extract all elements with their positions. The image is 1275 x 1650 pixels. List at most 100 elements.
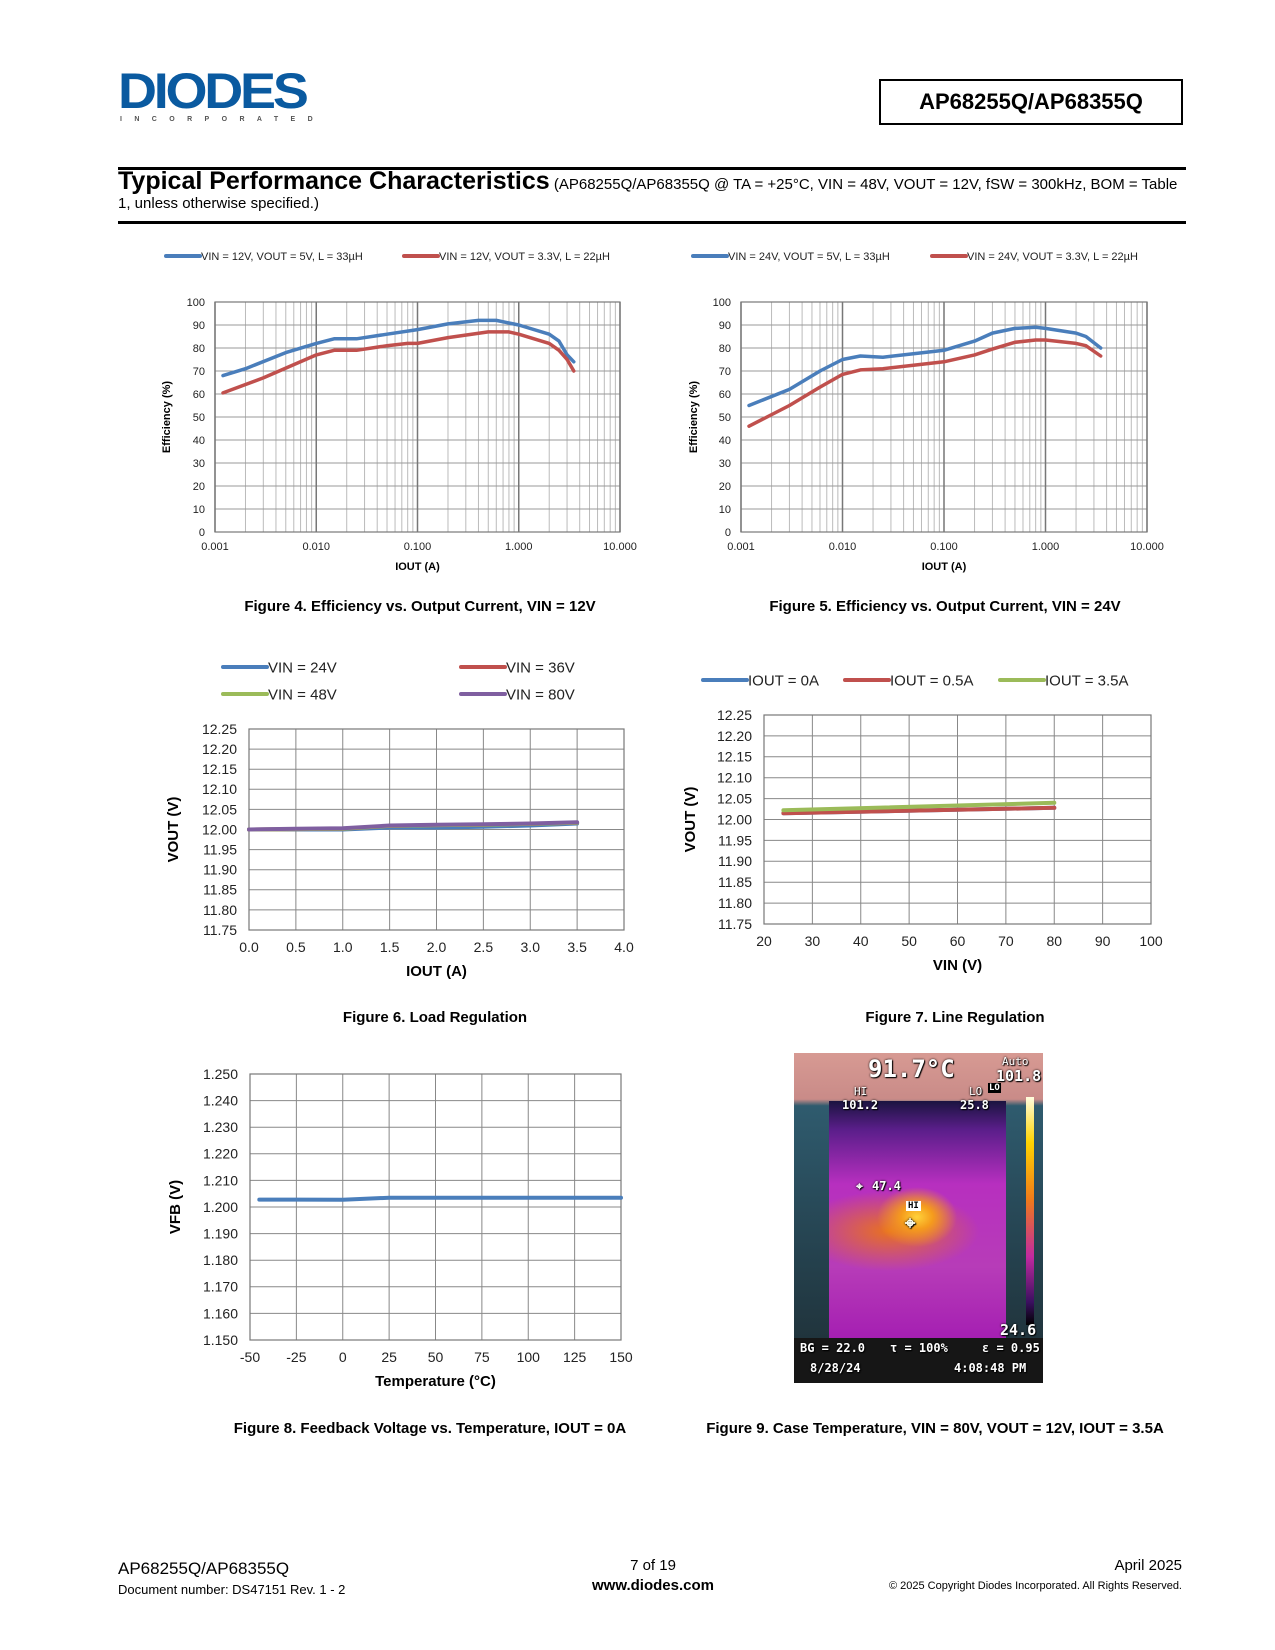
y-tick-label: 12.10 <box>202 781 237 797</box>
y-tick-label: 40 <box>193 435 205 447</box>
x-tick-label: 0.010 <box>302 541 330 553</box>
x-tick-label: 50 <box>428 1349 444 1365</box>
y-tick-label: 11.80 <box>718 895 752 911</box>
y-tick-label: 12.15 <box>717 749 752 765</box>
x-tick-label: -50 <box>240 1349 260 1365</box>
plot-area <box>249 1073 622 1341</box>
y-tick-label: 1.160 <box>203 1305 238 1321</box>
legend-label: VIN = 48V <box>268 686 337 703</box>
logo-subtext: INCORPORATED <box>120 116 326 123</box>
x-tick-label: 100 <box>1139 933 1163 949</box>
y-tick-label: 80 <box>719 343 731 355</box>
x-tick-label: 1.5 <box>380 939 400 955</box>
x-tick-label: 1.0 <box>333 939 353 955</box>
x-tick-label: 100 <box>517 1349 541 1365</box>
x-tick-label: 10.000 <box>1130 541 1164 553</box>
x-tick-label: 1.000 <box>1032 541 1060 553</box>
footer-copyright: © 2025 Copyright Diodes Incorporated. Al… <box>888 1580 1182 1592</box>
figure-8-caption: Figure 8. Feedback Voltage vs. Temperatu… <box>233 1420 627 1437</box>
spot-value: 47.4 <box>872 1179 901 1193</box>
series-line-2 <box>781 805 1057 816</box>
footer-doc-number: Document number: DS47151 Rev. 1 - 2 <box>118 1582 346 1597</box>
y-tick-label: 1.200 <box>203 1199 238 1215</box>
y-tick-label: 1.220 <box>203 1146 238 1162</box>
x-tick-label: 0.001 <box>727 541 755 553</box>
y-tick-label: 20 <box>719 481 731 493</box>
x-axis-title: IOUT (A) <box>922 561 967 573</box>
y-tick-label: 70 <box>193 366 205 378</box>
y-tick-label: 12.25 <box>202 721 237 737</box>
x-tick-label: 80 <box>1046 933 1062 949</box>
y-tick-label: 11.85 <box>718 874 752 890</box>
figure-4-caption: Figure 4. Efficiency vs. Output Current,… <box>244 598 596 615</box>
figure-6-caption: Figure 6. Load Regulation <box>342 1009 528 1026</box>
spot-marker-icon: ⌖ <box>856 1179 863 1193</box>
y-tick-label: 11.95 <box>718 832 752 848</box>
y-axis-title: VFB (V) <box>167 1180 184 1234</box>
thermal-scene <box>829 1101 1006 1338</box>
series-line-1 <box>747 325 1103 408</box>
y-tick-label: 11.90 <box>718 853 752 869</box>
x-axis-title: Temperature (°C) <box>375 1373 496 1390</box>
section-title: Typical Performance Characteristics <box>118 167 550 195</box>
x-tick-label: 4.0 <box>614 939 634 955</box>
x-tick-label: 3.5 <box>567 939 587 955</box>
y-tick-label: 12.05 <box>717 791 752 807</box>
divider <box>118 221 1186 224</box>
x-tick-label: 125 <box>563 1349 587 1365</box>
color-scale-bar <box>1026 1097 1034 1325</box>
y-tick-label: 40 <box>719 435 731 447</box>
x-tick-label: 40 <box>853 933 869 949</box>
logo-wordmark: DIODES <box>118 63 309 119</box>
footer-website[interactable]: www.diodes.com <box>592 1577 714 1594</box>
part-number-box: AP68255Q/AP68355Q <box>879 79 1183 125</box>
fig5-chart: 0 10 20 30 40 50 60 70 80 90 100 0.001 0.010 0.100 1.0… <box>688 251 1164 573</box>
fig7-chart: 11.75 11.80 11.85 11.90 11.95 12.00 12.05 12.10… <box>682 672 1163 974</box>
capture-time: 4:08:48 PM <box>954 1361 1027 1375</box>
y-tick-label: 70 <box>719 366 731 378</box>
y-tick-label: 1.190 <box>203 1226 238 1242</box>
fig4-chart: 0 10 20 30 40 50 60 70 80 90 100 0.001 0.010 0.100 1.0… <box>161 251 637 573</box>
y-tick-label: 11.85 <box>203 882 237 898</box>
transmission: τ = 100% <box>890 1341 948 1355</box>
emissivity: ε = 0.95 <box>982 1341 1040 1355</box>
y-axis-title: Efficiency (%) <box>688 381 700 453</box>
y-axis-title: VOUT (V) <box>165 797 182 863</box>
x-tick-label: 60 <box>950 933 966 949</box>
hi-marker: HI <box>906 1201 921 1211</box>
plot-area <box>763 714 1152 925</box>
legend-label: VIN = 24V, VOUT = 3.3V, L = 22µH <box>967 251 1138 263</box>
x-axis-title: VIN (V) <box>933 957 982 974</box>
legend-label: VIN = 80V <box>506 686 575 703</box>
y-tick-label: 12.05 <box>202 801 237 817</box>
x-axis-title: IOUT (A) <box>406 963 467 980</box>
legend-label: VIN = 24V, VOUT = 5V, L = 33µH <box>728 251 890 263</box>
y-tick-label: 90 <box>719 320 731 332</box>
y-tick-label: 0 <box>725 527 731 539</box>
scale-max: 101.8 <box>996 1067 1042 1085</box>
x-tick-label: 10.000 <box>603 541 637 553</box>
series-line-3 <box>781 800 1057 813</box>
x-tick-label: 75 <box>474 1349 490 1365</box>
y-tick-label: 10 <box>719 504 731 516</box>
x-axis-title: IOUT (A) <box>395 561 440 573</box>
footer-date: April 2025 <box>1114 1557 1182 1574</box>
legend-label: VIN = 12V, VOUT = 3.3V, L = 22µH <box>439 251 610 263</box>
x-tick-label: 20 <box>756 933 772 949</box>
x-tick-label: 0.0 <box>239 939 259 955</box>
y-tick-label: 0 <box>199 527 205 539</box>
series-line-4 <box>247 820 580 832</box>
diodes-logo: DIODES INCORPORATED <box>118 66 340 128</box>
hotspot-crosshair-icon: ⌖ <box>905 1213 916 1234</box>
x-tick-label: -25 <box>286 1349 306 1365</box>
lo-marker: LO <box>988 1083 1001 1093</box>
y-tick-label: 50 <box>193 412 205 424</box>
legend-label: IOUT = 0A <box>748 672 819 689</box>
fig8-chart: 1.150 1.160 1.170 1.180 1.190 1.200 1.210 1.220… <box>167 1066 633 1390</box>
series-line-2 <box>221 330 576 395</box>
y-tick-label: 12.15 <box>202 761 237 777</box>
y-tick-label: 1.150 <box>203 1332 238 1348</box>
x-tick-label: 150 <box>609 1349 633 1365</box>
capture-date: 8/28/24 <box>810 1361 861 1375</box>
